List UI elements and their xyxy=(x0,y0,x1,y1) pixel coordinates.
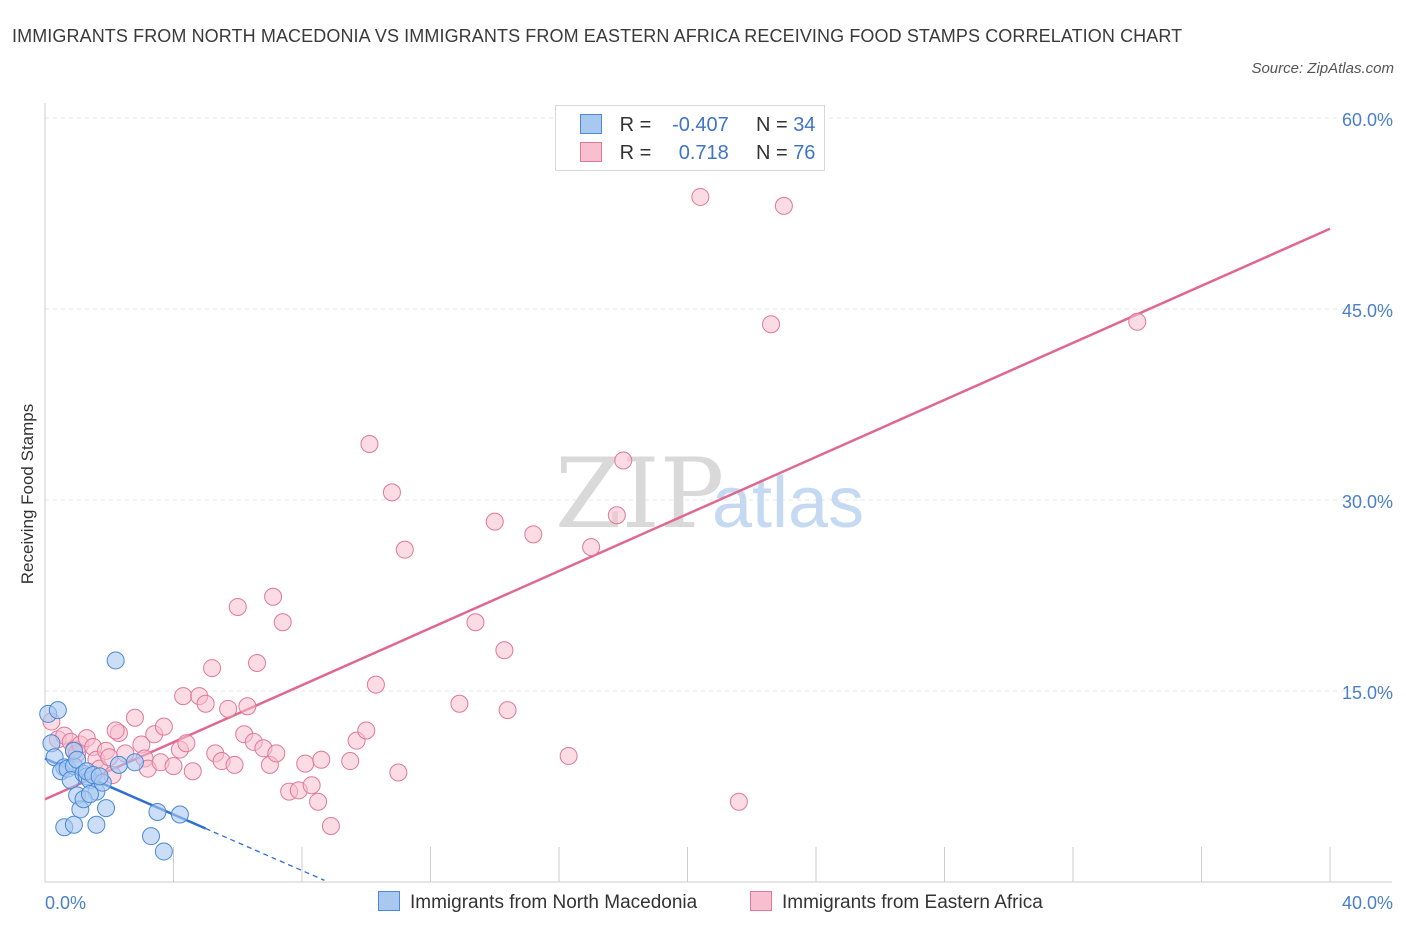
x-tick-label-max: 40.0% xyxy=(1342,893,1393,913)
point-eastern-africa xyxy=(389,763,408,782)
point-eastern-africa xyxy=(267,744,286,763)
watermark-zip: ZIP xyxy=(555,438,724,550)
point-eastern-africa xyxy=(395,540,414,559)
y-tick-label: 45.0% xyxy=(1342,301,1393,321)
axes xyxy=(44,103,1392,883)
point-eastern-africa xyxy=(225,755,244,774)
bottom-legend-series1: Immigrants from North Macedonia xyxy=(378,890,697,916)
point-north-macedonia xyxy=(142,827,161,846)
legend-n-value-series2: 76 xyxy=(793,142,816,164)
point-eastern-africa xyxy=(582,538,601,557)
watermark: ZIP atlas xyxy=(555,438,864,550)
point-eastern-africa xyxy=(559,746,578,765)
y-axis-title: Receiving Food Stamps xyxy=(18,404,37,584)
point-eastern-africa xyxy=(614,451,633,470)
point-eastern-africa xyxy=(774,196,793,215)
point-eastern-africa xyxy=(309,792,328,811)
point-north-macedonia xyxy=(48,701,67,720)
point-eastern-africa xyxy=(321,816,340,835)
bottom-legend-label-series2: Immigrants from Eastern Africa xyxy=(782,892,1043,913)
legend-n-label: N = xyxy=(755,114,788,136)
trend-line-north-macedonia-extrapolated xyxy=(205,827,325,881)
data-points xyxy=(39,187,1147,861)
point-eastern-africa xyxy=(125,708,144,727)
point-eastern-africa xyxy=(174,687,193,706)
tick-labels: 15.0% 30.0% 45.0% 60.0% 0.0% 40.0% xyxy=(45,110,1393,913)
bottom-legend-label-series1: Immigrants from North Macedonia xyxy=(410,892,698,913)
point-north-macedonia xyxy=(90,767,109,786)
legend-r-label: R = xyxy=(619,142,652,164)
point-eastern-africa xyxy=(1128,312,1147,331)
point-eastern-africa xyxy=(382,483,401,502)
bottom-legend-swatch-blue xyxy=(378,891,400,911)
legend-r-value-series1: -0.407 xyxy=(672,114,729,136)
point-eastern-africa xyxy=(466,613,485,632)
point-eastern-africa xyxy=(154,717,173,736)
point-eastern-africa xyxy=(691,187,710,206)
point-eastern-africa xyxy=(164,757,183,776)
point-eastern-africa xyxy=(524,525,543,544)
point-eastern-africa xyxy=(495,641,514,660)
y-tick-label: 30.0% xyxy=(1342,492,1393,512)
point-eastern-africa xyxy=(183,762,202,781)
point-north-macedonia xyxy=(97,799,116,818)
point-eastern-africa xyxy=(485,512,504,531)
correlation-legend: R = -0.407 N = 34 R = 0.718 N = 76 xyxy=(555,105,825,171)
point-eastern-africa xyxy=(106,721,125,740)
legend-r-value-series2: 0.718 xyxy=(678,142,729,164)
point-eastern-africa xyxy=(273,613,292,632)
point-eastern-africa xyxy=(607,506,626,525)
x-tick-label-min: 0.0% xyxy=(45,893,86,913)
point-north-macedonia xyxy=(125,753,144,772)
point-eastern-africa xyxy=(238,697,257,716)
y-tick-label: 60.0% xyxy=(1342,110,1393,130)
trend-line-eastern-africa xyxy=(44,227,1331,801)
point-eastern-africa xyxy=(450,694,469,713)
watermark-atlas: atlas xyxy=(712,463,864,543)
point-eastern-africa xyxy=(228,597,247,616)
point-eastern-africa xyxy=(360,434,379,453)
point-eastern-africa xyxy=(366,675,385,694)
point-eastern-africa xyxy=(203,659,222,678)
point-eastern-africa xyxy=(264,587,283,606)
legend-row-series2: R = 0.718 N = 76 xyxy=(580,140,815,166)
chart-title: IMMIGRANTS FROM NORTH MACEDONIA VS IMMIG… xyxy=(12,26,1183,46)
point-eastern-africa xyxy=(762,315,781,334)
bottom-legend-series2: Immigrants from Eastern Africa xyxy=(750,890,1043,916)
legend-n-label: N = xyxy=(755,142,788,164)
point-north-macedonia xyxy=(87,815,106,834)
point-eastern-africa xyxy=(219,699,238,718)
legend-swatch-blue xyxy=(580,114,602,134)
legend-row-series1: R = -0.407 N = 34 xyxy=(580,112,815,138)
point-north-macedonia xyxy=(148,802,167,821)
point-eastern-africa xyxy=(296,754,315,773)
point-north-macedonia xyxy=(106,651,125,670)
point-north-macedonia xyxy=(64,815,83,834)
point-north-macedonia xyxy=(154,842,173,861)
point-eastern-africa xyxy=(341,752,360,771)
legend-r-label: R = xyxy=(619,114,652,136)
point-eastern-africa xyxy=(302,776,321,795)
point-north-macedonia xyxy=(170,805,189,824)
legend-n-value-series1: 34 xyxy=(793,114,816,136)
point-north-macedonia xyxy=(80,785,99,804)
point-eastern-africa xyxy=(312,750,331,769)
source-label: Source: ZipAtlas.com xyxy=(1251,60,1394,77)
point-north-macedonia xyxy=(109,755,128,774)
y-tick-label: 15.0% xyxy=(1342,683,1393,703)
point-eastern-africa xyxy=(196,694,215,713)
point-eastern-africa xyxy=(177,734,196,753)
point-eastern-africa xyxy=(498,701,517,720)
point-eastern-africa xyxy=(357,721,376,740)
legend-swatch-pink xyxy=(580,142,602,162)
point-eastern-africa xyxy=(248,653,267,672)
bottom-legend-swatch-pink xyxy=(750,891,772,911)
point-eastern-africa xyxy=(729,792,748,811)
gridlines xyxy=(45,117,1392,692)
